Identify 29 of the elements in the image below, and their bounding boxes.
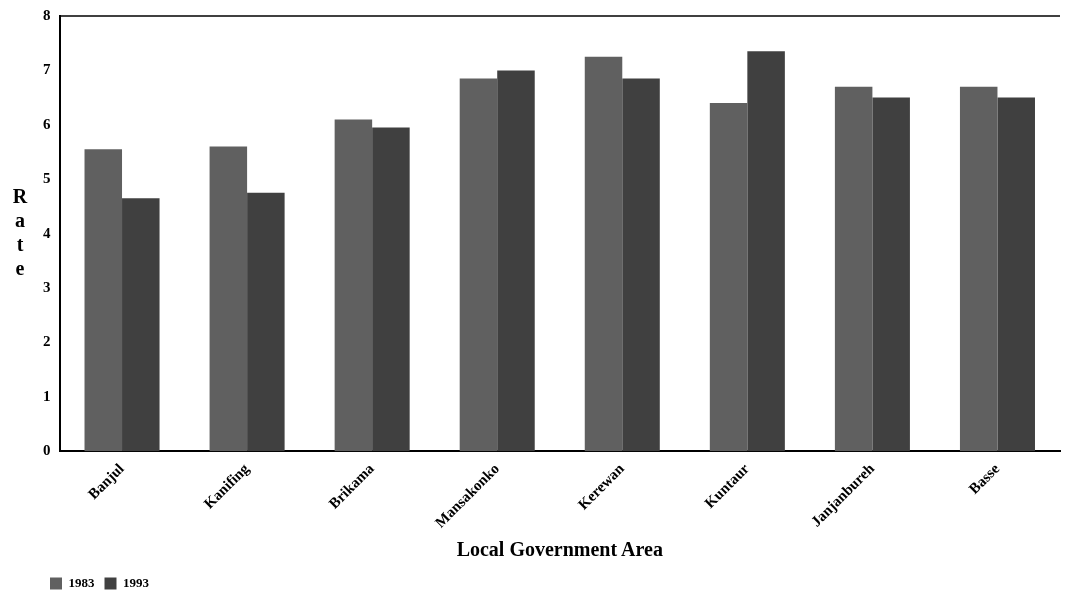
bar	[122, 198, 160, 452]
bar	[334, 119, 373, 452]
bar	[372, 127, 410, 452]
bar	[747, 51, 785, 452]
y-tick-label: 7	[43, 61, 51, 78]
bar	[459, 78, 498, 452]
bar	[497, 70, 535, 452]
y-tick-label: 3	[43, 278, 51, 295]
bar	[209, 146, 248, 452]
y-axis-title: Rate	[12, 184, 28, 279]
bar	[834, 86, 873, 452]
x-axis-title: Local Government Area	[456, 538, 663, 561]
y-tick-label: 6	[43, 115, 51, 132]
bar	[247, 192, 285, 452]
y-tick-label: 0	[43, 442, 51, 459]
bar	[84, 149, 123, 452]
legend-label: 1993	[123, 574, 150, 590]
bar	[709, 103, 748, 452]
y-tick-label: 2	[43, 333, 51, 350]
bar	[959, 86, 998, 452]
bar	[584, 56, 623, 452]
y-tick-label: 1	[43, 387, 51, 404]
legend-label: 1983	[68, 574, 95, 590]
bar	[997, 97, 1035, 452]
bar	[872, 97, 910, 452]
bar	[622, 78, 660, 452]
y-tick-label: 5	[43, 170, 51, 187]
y-tick-label: 8	[43, 6, 51, 23]
y-tick-label: 4	[43, 224, 51, 241]
